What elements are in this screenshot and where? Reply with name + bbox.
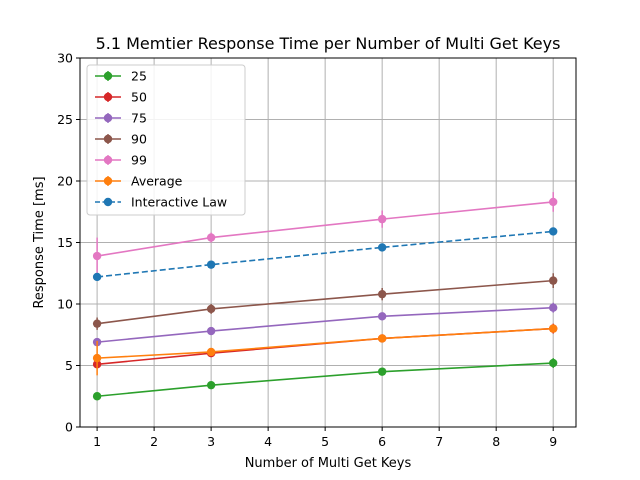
- x-tick-label: 7: [435, 434, 443, 449]
- legend-entries: 25 50 75 90 99 Average Interactive Law: [95, 69, 227, 210]
- legend-label: Interactive Law: [131, 195, 227, 210]
- data-point: [548, 358, 558, 368]
- x-axis-label: Number of Multi Get Keys: [245, 456, 412, 471]
- legend-label: 90: [131, 132, 147, 147]
- x-tick-label: 5: [321, 434, 329, 449]
- data-point: [92, 272, 102, 282]
- legend-marker: [103, 113, 113, 123]
- legend-entry: 75: [95, 111, 147, 126]
- series-99: [92, 192, 558, 275]
- data-point: [206, 347, 216, 357]
- data-point: [92, 353, 102, 363]
- y-tick-label: 25: [57, 112, 73, 127]
- legend-marker: [103, 155, 113, 165]
- legend-frame: [86, 64, 246, 216]
- series-90: [92, 273, 558, 330]
- data-point: [548, 197, 558, 207]
- x-tick-label: 2: [150, 434, 158, 449]
- series-line: [97, 306, 554, 343]
- series-layer: [92, 192, 558, 401]
- x-tick-label: 3: [207, 434, 215, 449]
- data-point: [92, 319, 102, 328]
- x-tick-label: 4: [264, 434, 272, 449]
- data-point: [548, 324, 558, 333]
- data-point: [377, 312, 387, 321]
- legend-label: 25: [131, 69, 147, 84]
- y-tick-label: 0: [65, 420, 73, 435]
- data-point: [377, 243, 387, 252]
- legend-entry: 90: [95, 132, 147, 147]
- series-25: [92, 358, 558, 401]
- data-point: [377, 367, 387, 376]
- series-interactive-law: [92, 227, 558, 282]
- legend-entry: Average: [95, 174, 183, 189]
- data-point: [548, 303, 558, 312]
- y-tick-label: 5: [65, 358, 73, 373]
- series-average: [92, 324, 558, 376]
- series-line: [97, 279, 554, 325]
- x-tick-label: 9: [549, 434, 557, 449]
- data-point: [206, 233, 216, 242]
- series-line: [96, 201, 554, 257]
- data-point: [377, 214, 387, 224]
- legend-label: 99: [131, 153, 147, 168]
- legend-marker: [103, 197, 113, 207]
- x-tick-label: 1: [93, 434, 101, 449]
- series-line: [97, 327, 554, 359]
- legend-label: 50: [131, 90, 147, 105]
- data-point: [377, 289, 387, 299]
- chart-title: 5.1 Memtier Response Time per Number of …: [96, 34, 561, 53]
- data-point: [206, 380, 216, 390]
- legend-marker: [103, 71, 113, 81]
- y-tick-label: 10: [57, 297, 73, 312]
- legend-marker: [103, 176, 113, 186]
- legend-marker: [103, 134, 113, 144]
- legend: 25 50 75 90 99 Average Interactive Law: [86, 64, 246, 216]
- y-tick-label: 20: [57, 174, 73, 189]
- y-axis-label: Response Time [ms]: [32, 176, 47, 308]
- data-point: [92, 392, 102, 401]
- data-point: [206, 260, 216, 269]
- series-75: [92, 302, 558, 347]
- series-line: [97, 362, 554, 398]
- data-point: [206, 304, 216, 314]
- data-point: [377, 334, 387, 343]
- data-point: [92, 251, 102, 261]
- legend-entry: Interactive Law: [95, 195, 227, 210]
- legend-label: Average: [131, 174, 183, 189]
- data-point: [548, 227, 558, 236]
- x-tick-label: 8: [492, 434, 500, 449]
- legend-marker: [103, 92, 113, 102]
- y-tick-label: 15: [57, 235, 73, 250]
- x-tick-label: 6: [378, 434, 386, 449]
- data-point: [548, 276, 558, 285]
- data-point: [206, 326, 216, 336]
- legend-label: 75: [131, 111, 147, 126]
- legend-entry: 25: [95, 69, 147, 84]
- y-tick-label: 30: [57, 51, 73, 66]
- legend-entry: 99: [95, 153, 147, 168]
- series-line: [97, 230, 554, 278]
- legend-entry: 50: [95, 90, 147, 105]
